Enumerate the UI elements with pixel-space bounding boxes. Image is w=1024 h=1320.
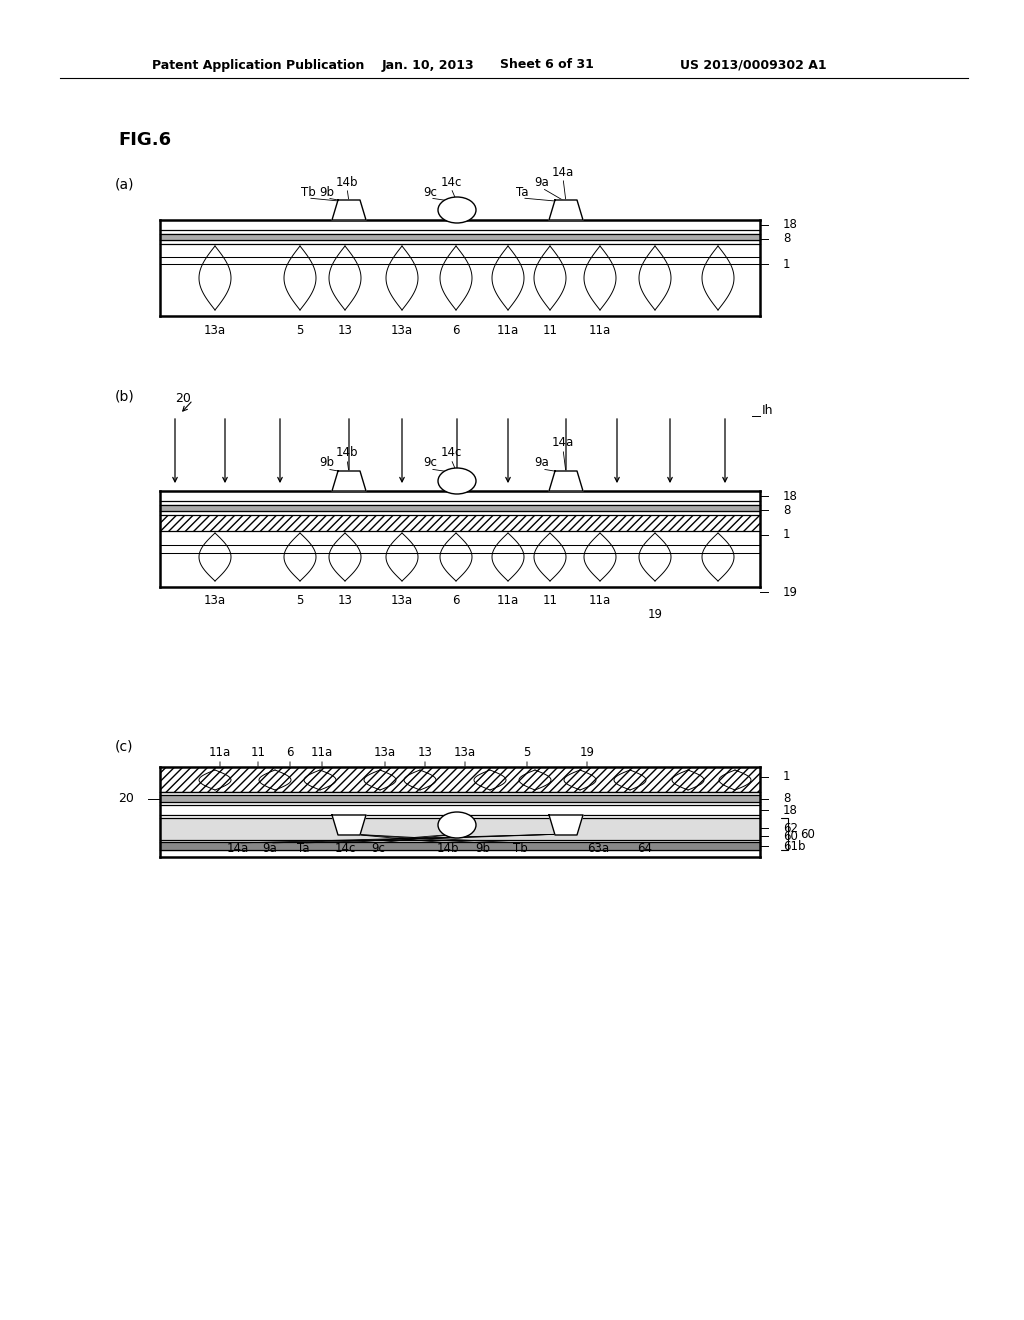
Text: 11: 11 <box>543 594 557 607</box>
Text: Ta: Ta <box>297 842 309 855</box>
Text: 62: 62 <box>783 821 798 834</box>
Bar <box>160 515 760 531</box>
Text: 14c: 14c <box>334 842 355 855</box>
Text: 60: 60 <box>783 829 798 842</box>
Text: 9b: 9b <box>475 842 490 855</box>
Text: (a): (a) <box>115 178 134 191</box>
Text: 13: 13 <box>338 594 352 607</box>
Text: 8: 8 <box>783 503 791 516</box>
Polygon shape <box>549 471 583 491</box>
Text: 11a: 11a <box>209 747 231 759</box>
Text: 11a: 11a <box>589 323 611 337</box>
Text: 14c: 14c <box>440 176 462 189</box>
Text: US 2013/0009302 A1: US 2013/0009302 A1 <box>680 58 826 71</box>
Text: (c): (c) <box>115 741 133 754</box>
Text: 9c: 9c <box>423 186 437 198</box>
Text: 13a: 13a <box>391 323 413 337</box>
Text: 60: 60 <box>800 828 815 841</box>
Text: 18: 18 <box>783 219 798 231</box>
Text: 11a: 11a <box>311 747 333 759</box>
Text: (b): (b) <box>115 389 135 403</box>
Text: 13a: 13a <box>204 323 226 337</box>
Text: 11a: 11a <box>589 594 611 607</box>
Polygon shape <box>332 471 366 491</box>
Text: 5: 5 <box>296 323 304 337</box>
Polygon shape <box>332 814 366 836</box>
Text: Jan. 10, 2013: Jan. 10, 2013 <box>382 58 475 71</box>
Text: Ih: Ih <box>762 404 773 417</box>
Text: 13a: 13a <box>204 594 226 607</box>
Text: 14c: 14c <box>440 446 462 459</box>
Text: 61b: 61b <box>783 840 806 853</box>
Text: 5: 5 <box>296 594 304 607</box>
Text: 11a: 11a <box>497 323 519 337</box>
Text: 1: 1 <box>783 771 791 784</box>
Text: 18: 18 <box>783 804 798 817</box>
Text: 14b: 14b <box>336 446 358 459</box>
Text: 9c: 9c <box>423 457 437 470</box>
Text: 63a: 63a <box>587 842 609 855</box>
Polygon shape <box>549 814 583 836</box>
Text: 13a: 13a <box>374 747 396 759</box>
Text: Tb: Tb <box>301 186 315 198</box>
Text: 6: 6 <box>453 323 460 337</box>
Ellipse shape <box>438 812 476 838</box>
Text: 14a: 14a <box>552 437 574 450</box>
Text: 14b: 14b <box>437 842 459 855</box>
Text: 64: 64 <box>638 842 652 855</box>
Text: 20: 20 <box>175 392 190 404</box>
Text: 8: 8 <box>783 792 791 805</box>
Ellipse shape <box>438 469 476 494</box>
Text: 18: 18 <box>783 490 798 503</box>
Text: 20: 20 <box>118 792 134 805</box>
Text: 19: 19 <box>783 586 798 598</box>
Text: 1: 1 <box>783 528 791 541</box>
Bar <box>160 767 760 792</box>
Polygon shape <box>549 201 583 220</box>
Text: 9c: 9c <box>371 842 385 855</box>
Text: 14a: 14a <box>227 842 249 855</box>
Text: 11a: 11a <box>497 594 519 607</box>
Text: FIG.6: FIG.6 <box>118 131 171 149</box>
Text: 5: 5 <box>523 747 530 759</box>
Text: 11: 11 <box>251 747 265 759</box>
Text: 13: 13 <box>338 323 352 337</box>
Text: 14b: 14b <box>336 176 358 189</box>
Text: 13a: 13a <box>454 747 476 759</box>
Text: 9a: 9a <box>262 842 278 855</box>
Text: Patent Application Publication: Patent Application Publication <box>152 58 365 71</box>
Text: 9a: 9a <box>535 176 549 189</box>
Text: Ta: Ta <box>516 186 528 198</box>
Text: 6: 6 <box>287 747 294 759</box>
Text: 13a: 13a <box>391 594 413 607</box>
Text: 9a: 9a <box>535 457 549 470</box>
Text: 9b: 9b <box>319 457 335 470</box>
Text: 13: 13 <box>418 747 432 759</box>
Text: Sheet 6 of 31: Sheet 6 of 31 <box>500 58 594 71</box>
Text: 6: 6 <box>453 594 460 607</box>
Text: 11: 11 <box>543 323 557 337</box>
Text: 19: 19 <box>580 747 595 759</box>
Text: 9b: 9b <box>319 186 335 198</box>
Text: 1: 1 <box>783 257 791 271</box>
Polygon shape <box>332 201 366 220</box>
Text: 14a: 14a <box>552 165 574 178</box>
Text: 8: 8 <box>783 232 791 246</box>
Ellipse shape <box>438 197 476 223</box>
Text: Tb: Tb <box>513 842 527 855</box>
Text: 19: 19 <box>647 609 663 622</box>
